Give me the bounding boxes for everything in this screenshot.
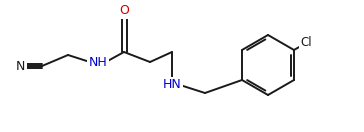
Text: N: N xyxy=(15,60,25,72)
Text: NH: NH xyxy=(88,56,107,70)
Text: O: O xyxy=(119,4,129,18)
Text: Cl: Cl xyxy=(300,37,312,50)
Text: HN: HN xyxy=(163,79,181,91)
